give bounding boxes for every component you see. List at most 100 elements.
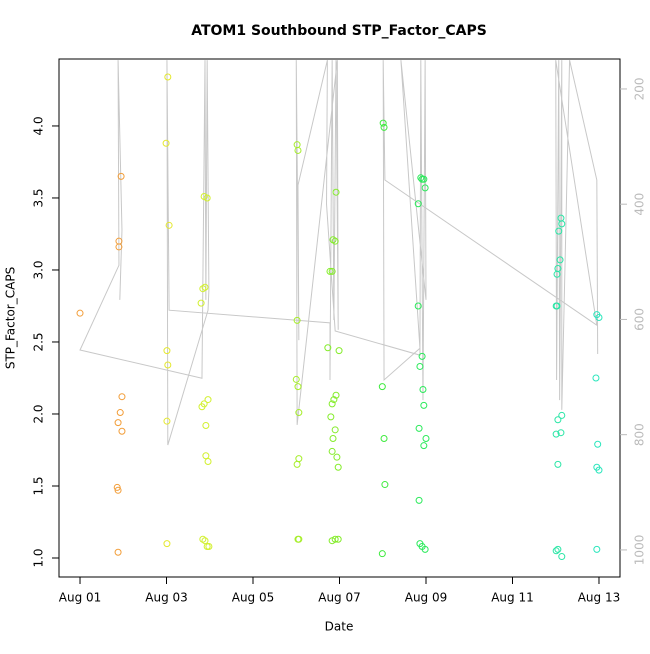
point bbox=[332, 188, 340, 196]
point bbox=[328, 400, 336, 408]
point bbox=[164, 73, 172, 81]
point bbox=[420, 401, 428, 409]
point bbox=[198, 403, 206, 411]
point bbox=[331, 535, 339, 543]
point bbox=[414, 200, 422, 208]
point bbox=[593, 545, 601, 553]
x-tick-label: Aug 01 bbox=[59, 591, 102, 605]
point bbox=[202, 452, 210, 460]
point bbox=[200, 193, 208, 201]
point bbox=[327, 413, 335, 421]
chart-title: ATOM1 Southbound STP_Factor_CAPS bbox=[191, 23, 487, 39]
point bbox=[164, 361, 172, 369]
point bbox=[328, 447, 336, 455]
point bbox=[554, 545, 562, 553]
point bbox=[116, 409, 124, 417]
point bbox=[331, 237, 339, 245]
point bbox=[422, 434, 430, 442]
point bbox=[419, 386, 427, 394]
point bbox=[335, 347, 343, 355]
point bbox=[293, 460, 301, 468]
point bbox=[163, 417, 171, 425]
point bbox=[421, 545, 429, 553]
point bbox=[421, 184, 429, 192]
point bbox=[416, 362, 424, 370]
point bbox=[554, 416, 562, 424]
y-axis-title: STP_Factor_CAPS bbox=[4, 267, 18, 369]
x-axis-title: Date bbox=[325, 620, 354, 634]
point bbox=[330, 396, 338, 404]
point bbox=[292, 375, 300, 383]
point bbox=[415, 424, 423, 432]
point bbox=[115, 243, 123, 251]
point bbox=[113, 483, 121, 491]
point bbox=[378, 550, 386, 558]
point bbox=[556, 256, 564, 264]
x-tick-label: Aug 05 bbox=[232, 591, 275, 605]
point bbox=[420, 442, 428, 450]
y-tick-label: 1.0 bbox=[32, 548, 46, 567]
point bbox=[334, 535, 342, 543]
point bbox=[414, 302, 422, 310]
point bbox=[380, 123, 388, 131]
point bbox=[163, 540, 171, 548]
y-tick-label: 3.5 bbox=[32, 188, 46, 207]
point bbox=[326, 267, 334, 275]
point bbox=[114, 419, 122, 427]
point bbox=[324, 344, 332, 352]
point bbox=[378, 383, 386, 391]
x-tick-label: Aug 11 bbox=[491, 591, 534, 605]
point bbox=[295, 535, 303, 543]
point bbox=[117, 172, 125, 180]
point bbox=[557, 429, 565, 437]
y-tick-label: 2.0 bbox=[32, 404, 46, 423]
x-tick-label: Aug 13 bbox=[578, 591, 621, 605]
point bbox=[204, 458, 212, 466]
point bbox=[201, 283, 209, 291]
y-tick-label: 1.5 bbox=[32, 476, 46, 495]
point bbox=[197, 299, 205, 307]
y2-tick-label: 1000 bbox=[633, 535, 647, 566]
point bbox=[295, 409, 303, 417]
point bbox=[552, 547, 560, 555]
point bbox=[163, 347, 171, 355]
y-tick-label: 3.0 bbox=[32, 260, 46, 279]
point bbox=[418, 352, 426, 360]
point bbox=[418, 175, 426, 183]
point bbox=[333, 453, 341, 461]
x-tick-label: Aug 03 bbox=[145, 591, 188, 605]
y2-tick-label: 200 bbox=[633, 78, 647, 101]
y-tick-label: 2.5 bbox=[32, 332, 46, 351]
point bbox=[329, 434, 337, 442]
point bbox=[558, 220, 566, 228]
point bbox=[558, 553, 566, 561]
point bbox=[380, 434, 388, 442]
point bbox=[76, 309, 84, 317]
point bbox=[331, 426, 339, 434]
x-tick-label: Aug 07 bbox=[318, 591, 361, 605]
point bbox=[114, 486, 122, 494]
point bbox=[162, 139, 170, 147]
point bbox=[293, 316, 301, 324]
point bbox=[379, 119, 387, 127]
point bbox=[415, 496, 423, 504]
point bbox=[381, 481, 389, 489]
point bbox=[553, 302, 561, 310]
y2-tick-label: 600 bbox=[633, 308, 647, 331]
point bbox=[202, 422, 210, 430]
point bbox=[595, 313, 603, 321]
point bbox=[204, 396, 212, 404]
point bbox=[165, 221, 173, 229]
point bbox=[294, 146, 302, 154]
y-tick-label: 4.0 bbox=[32, 116, 46, 135]
point bbox=[328, 267, 336, 275]
point bbox=[554, 460, 562, 468]
point bbox=[118, 393, 126, 401]
point bbox=[555, 227, 563, 235]
y2-tick-label: 800 bbox=[633, 423, 647, 446]
point bbox=[558, 411, 566, 419]
point bbox=[592, 374, 600, 382]
point bbox=[594, 440, 602, 448]
